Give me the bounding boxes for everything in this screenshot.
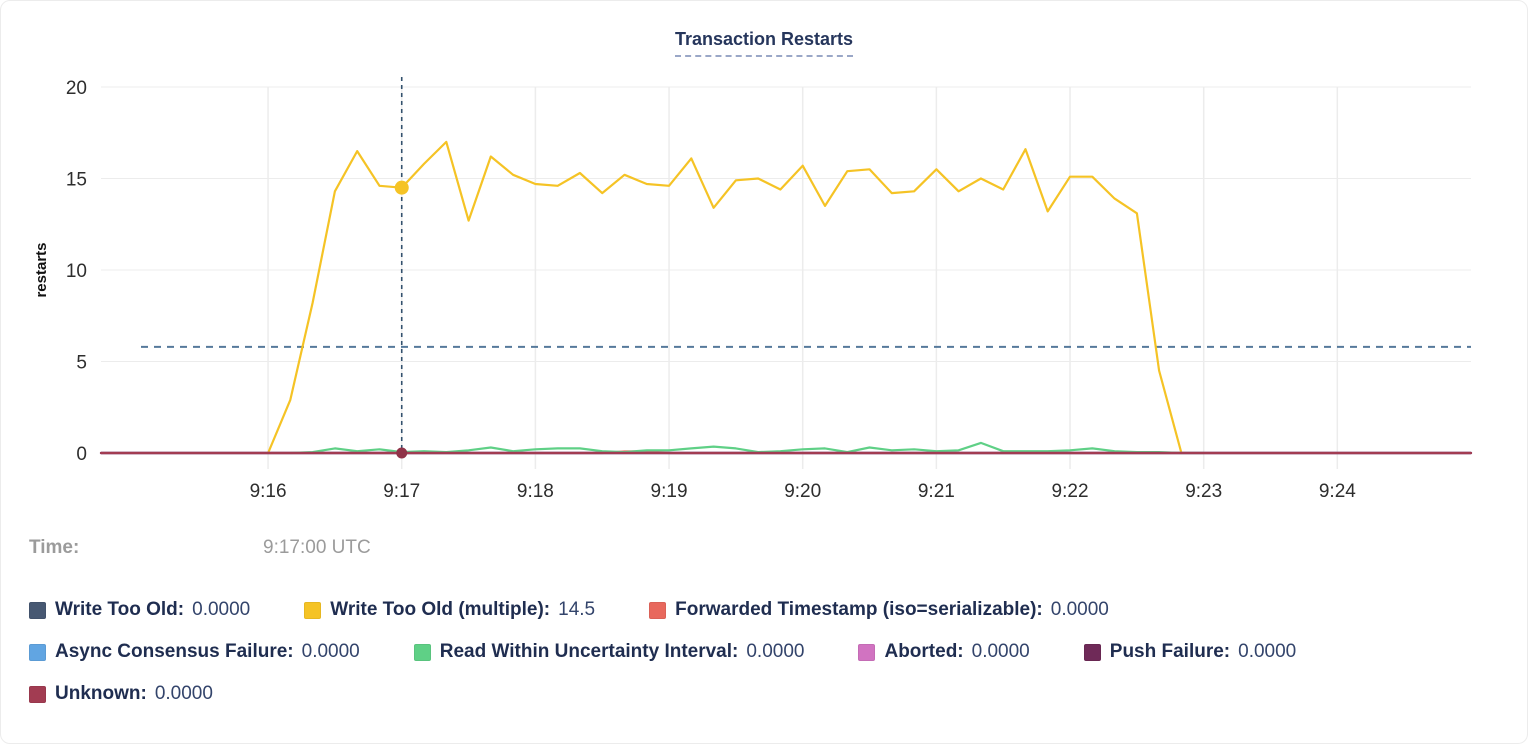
legend-item-aborted: Aborted: 0.0000: [858, 641, 1030, 663]
hover-dot: [396, 447, 408, 459]
legend-value: 0.0000: [746, 641, 805, 662]
chart-legend: Write Too Old: 0.0000 Write Too Old (mul…: [1, 569, 1527, 705]
hover-time-row: Time: 9:17:00 UTC: [1, 511, 1527, 569]
x-tick-label: 9:19: [651, 481, 688, 502]
legend-label: Push Failure:: [1109, 641, 1231, 662]
series-swatch: [413, 643, 431, 661]
x-tick-label: 9:16: [250, 481, 287, 502]
x-tick-label: 9:22: [1052, 481, 1089, 502]
legend-value: 0.0000: [971, 641, 1030, 662]
legend-value: 0.0000: [301, 641, 360, 662]
legend-label: Write Too Old (multiple):: [330, 599, 551, 620]
legend-value: 0.0000: [1238, 641, 1297, 662]
legend-item-write-too-old-multiple: Write Too Old (multiple): 14.5: [304, 599, 595, 621]
legend-label: Write Too Old:: [55, 599, 185, 620]
x-tick-label: 9:24: [1319, 481, 1356, 502]
series-swatch: [29, 601, 46, 619]
legend-label: Async Consensus Failure:: [55, 641, 294, 662]
x-tick-label: 9:21: [918, 481, 955, 502]
y-axis-label: restarts: [33, 242, 50, 297]
legend-item-forwarded-timestamp: Forwarded Timestamp (iso=serializable): …: [649, 599, 1109, 621]
legend-value: 0.0000: [154, 683, 213, 704]
legend-item-async-consensus-failure: Async Consensus Failure: 0.0000: [29, 641, 360, 663]
legend-label: Unknown:: [55, 683, 147, 704]
hover-dot: [394, 180, 409, 195]
chart-plot-area[interactable]: 0 5 10 15 20 9:16 9:17 9:18 9:19 9:20 9:21 9:22 9:23…: [1, 63, 1528, 511]
time-label: Time:: [29, 537, 80, 558]
y-tick-label: 5: [76, 353, 87, 374]
series-swatch: [304, 601, 322, 619]
legend-row: Write Too Old: 0.0000 Write Too Old (mul…: [29, 599, 1499, 621]
y-tick-label: 0: [76, 444, 87, 465]
legend-value: 14.5: [558, 599, 596, 620]
series-swatch: [649, 601, 667, 619]
y-tick-label: 15: [66, 170, 87, 191]
series-swatch: [858, 643, 876, 661]
x-tick-label: 9:23: [1185, 481, 1222, 502]
chart-title-row: Transaction Restarts: [1, 1, 1527, 63]
legend-row: Async Consensus Failure: 0.0000 Read Wit…: [29, 641, 1499, 663]
y-tick-label: 20: [66, 78, 87, 99]
legend-item-write-too-old: Write Too Old: 0.0000: [29, 599, 250, 621]
chart-title[interactable]: Transaction Restarts: [674, 29, 854, 57]
legend-item-unknown: Unknown: 0.0000: [29, 683, 213, 705]
series-swatch: [1083, 643, 1101, 661]
x-tick-label: 9:17: [383, 481, 420, 502]
legend-label: Aborted:: [884, 641, 964, 662]
legend-value: 0.0000: [1050, 599, 1109, 620]
y-tick-label: 10: [66, 261, 87, 282]
series-swatch: [29, 685, 46, 703]
x-tick-label: 9:20: [784, 481, 821, 502]
legend-item-read-within-uncertainty: Read Within Uncertainty Interval: 0.0000: [413, 641, 805, 663]
time-value: 9:17:00 UTC: [263, 537, 371, 558]
series-swatch: [29, 643, 46, 661]
legend-label: Read Within Uncertainty Interval:: [439, 641, 739, 662]
legend-row: Unknown: 0.0000: [29, 683, 1499, 705]
x-tick-label: 9:18: [517, 481, 554, 502]
legend-item-push-failure: Push Failure: 0.0000: [1083, 641, 1297, 663]
legend-label: Forwarded Timestamp (iso=serializable):: [675, 599, 1043, 620]
line-chart[interactable]: 0 5 10 15 20 9:16 9:17 9:18 9:19 9:20 9:21 9:22 9:23…: [1, 63, 1528, 511]
series-line-write-too-old-multiple-: [267, 140, 1183, 455]
series-line-read-within-uncertainty-interval: [289, 441, 1205, 455]
legend-value: 0.0000: [192, 599, 251, 620]
